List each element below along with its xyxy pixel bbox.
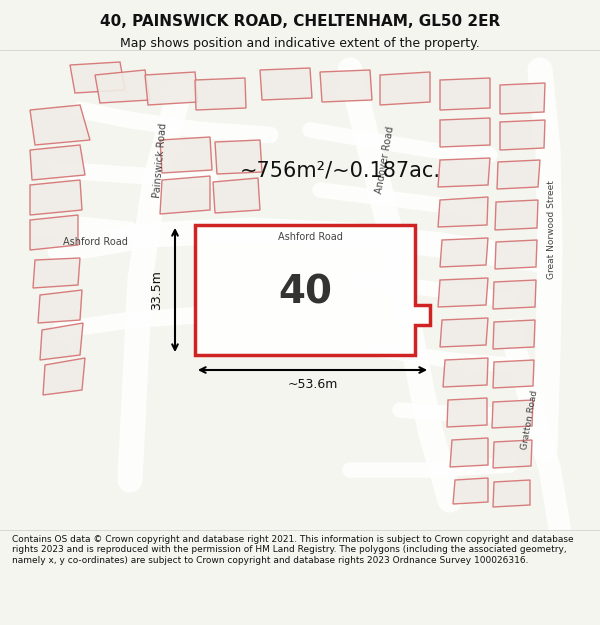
Polygon shape: [493, 320, 535, 349]
Polygon shape: [443, 358, 488, 387]
Polygon shape: [440, 318, 488, 347]
Polygon shape: [440, 238, 488, 267]
Polygon shape: [495, 200, 538, 230]
Polygon shape: [492, 400, 533, 428]
Text: ~756m²/~0.187ac.: ~756m²/~0.187ac.: [239, 160, 440, 180]
Polygon shape: [30, 215, 78, 250]
Polygon shape: [145, 72, 198, 105]
Polygon shape: [195, 78, 246, 110]
Text: Painswick Road: Painswick Road: [152, 122, 168, 198]
Polygon shape: [43, 358, 85, 395]
Polygon shape: [493, 440, 532, 468]
Text: ~53.6m: ~53.6m: [287, 378, 338, 391]
Text: Contains OS data © Crown copyright and database right 2021. This information is : Contains OS data © Crown copyright and d…: [12, 535, 574, 564]
Polygon shape: [33, 258, 80, 288]
Polygon shape: [70, 62, 125, 93]
Text: Ashford Road: Ashford Road: [62, 237, 127, 247]
Polygon shape: [260, 68, 312, 100]
Polygon shape: [497, 160, 540, 189]
Polygon shape: [38, 290, 82, 323]
Polygon shape: [447, 398, 487, 427]
Text: Great Norwood Street: Great Norwood Street: [548, 181, 557, 279]
Polygon shape: [195, 225, 430, 355]
Polygon shape: [495, 240, 537, 269]
Polygon shape: [450, 438, 488, 467]
Polygon shape: [160, 176, 210, 214]
Polygon shape: [213, 178, 260, 213]
Polygon shape: [440, 78, 490, 110]
Polygon shape: [438, 158, 490, 187]
Polygon shape: [453, 478, 488, 504]
Text: Gratton Road: Gratton Road: [520, 389, 539, 451]
Polygon shape: [493, 280, 536, 309]
Text: Ashford Road: Ashford Road: [278, 232, 343, 242]
Text: Andover Road: Andover Road: [374, 126, 396, 194]
Polygon shape: [40, 323, 83, 360]
Polygon shape: [380, 72, 430, 105]
Polygon shape: [500, 120, 545, 150]
Polygon shape: [440, 118, 490, 147]
Polygon shape: [438, 197, 488, 227]
Polygon shape: [438, 278, 488, 307]
Polygon shape: [493, 480, 530, 507]
Text: 33.5m: 33.5m: [151, 270, 163, 310]
Polygon shape: [30, 180, 82, 215]
Text: 40, PAINSWICK ROAD, CHELTENHAM, GL50 2ER: 40, PAINSWICK ROAD, CHELTENHAM, GL50 2ER: [100, 14, 500, 29]
Polygon shape: [30, 105, 90, 145]
Text: Map shows position and indicative extent of the property.: Map shows position and indicative extent…: [120, 38, 480, 51]
Polygon shape: [30, 145, 85, 180]
Polygon shape: [215, 140, 262, 174]
Polygon shape: [95, 70, 150, 103]
Polygon shape: [320, 70, 372, 102]
Text: 40: 40: [278, 273, 332, 311]
Polygon shape: [493, 360, 534, 388]
Polygon shape: [160, 137, 212, 173]
Polygon shape: [500, 83, 545, 114]
